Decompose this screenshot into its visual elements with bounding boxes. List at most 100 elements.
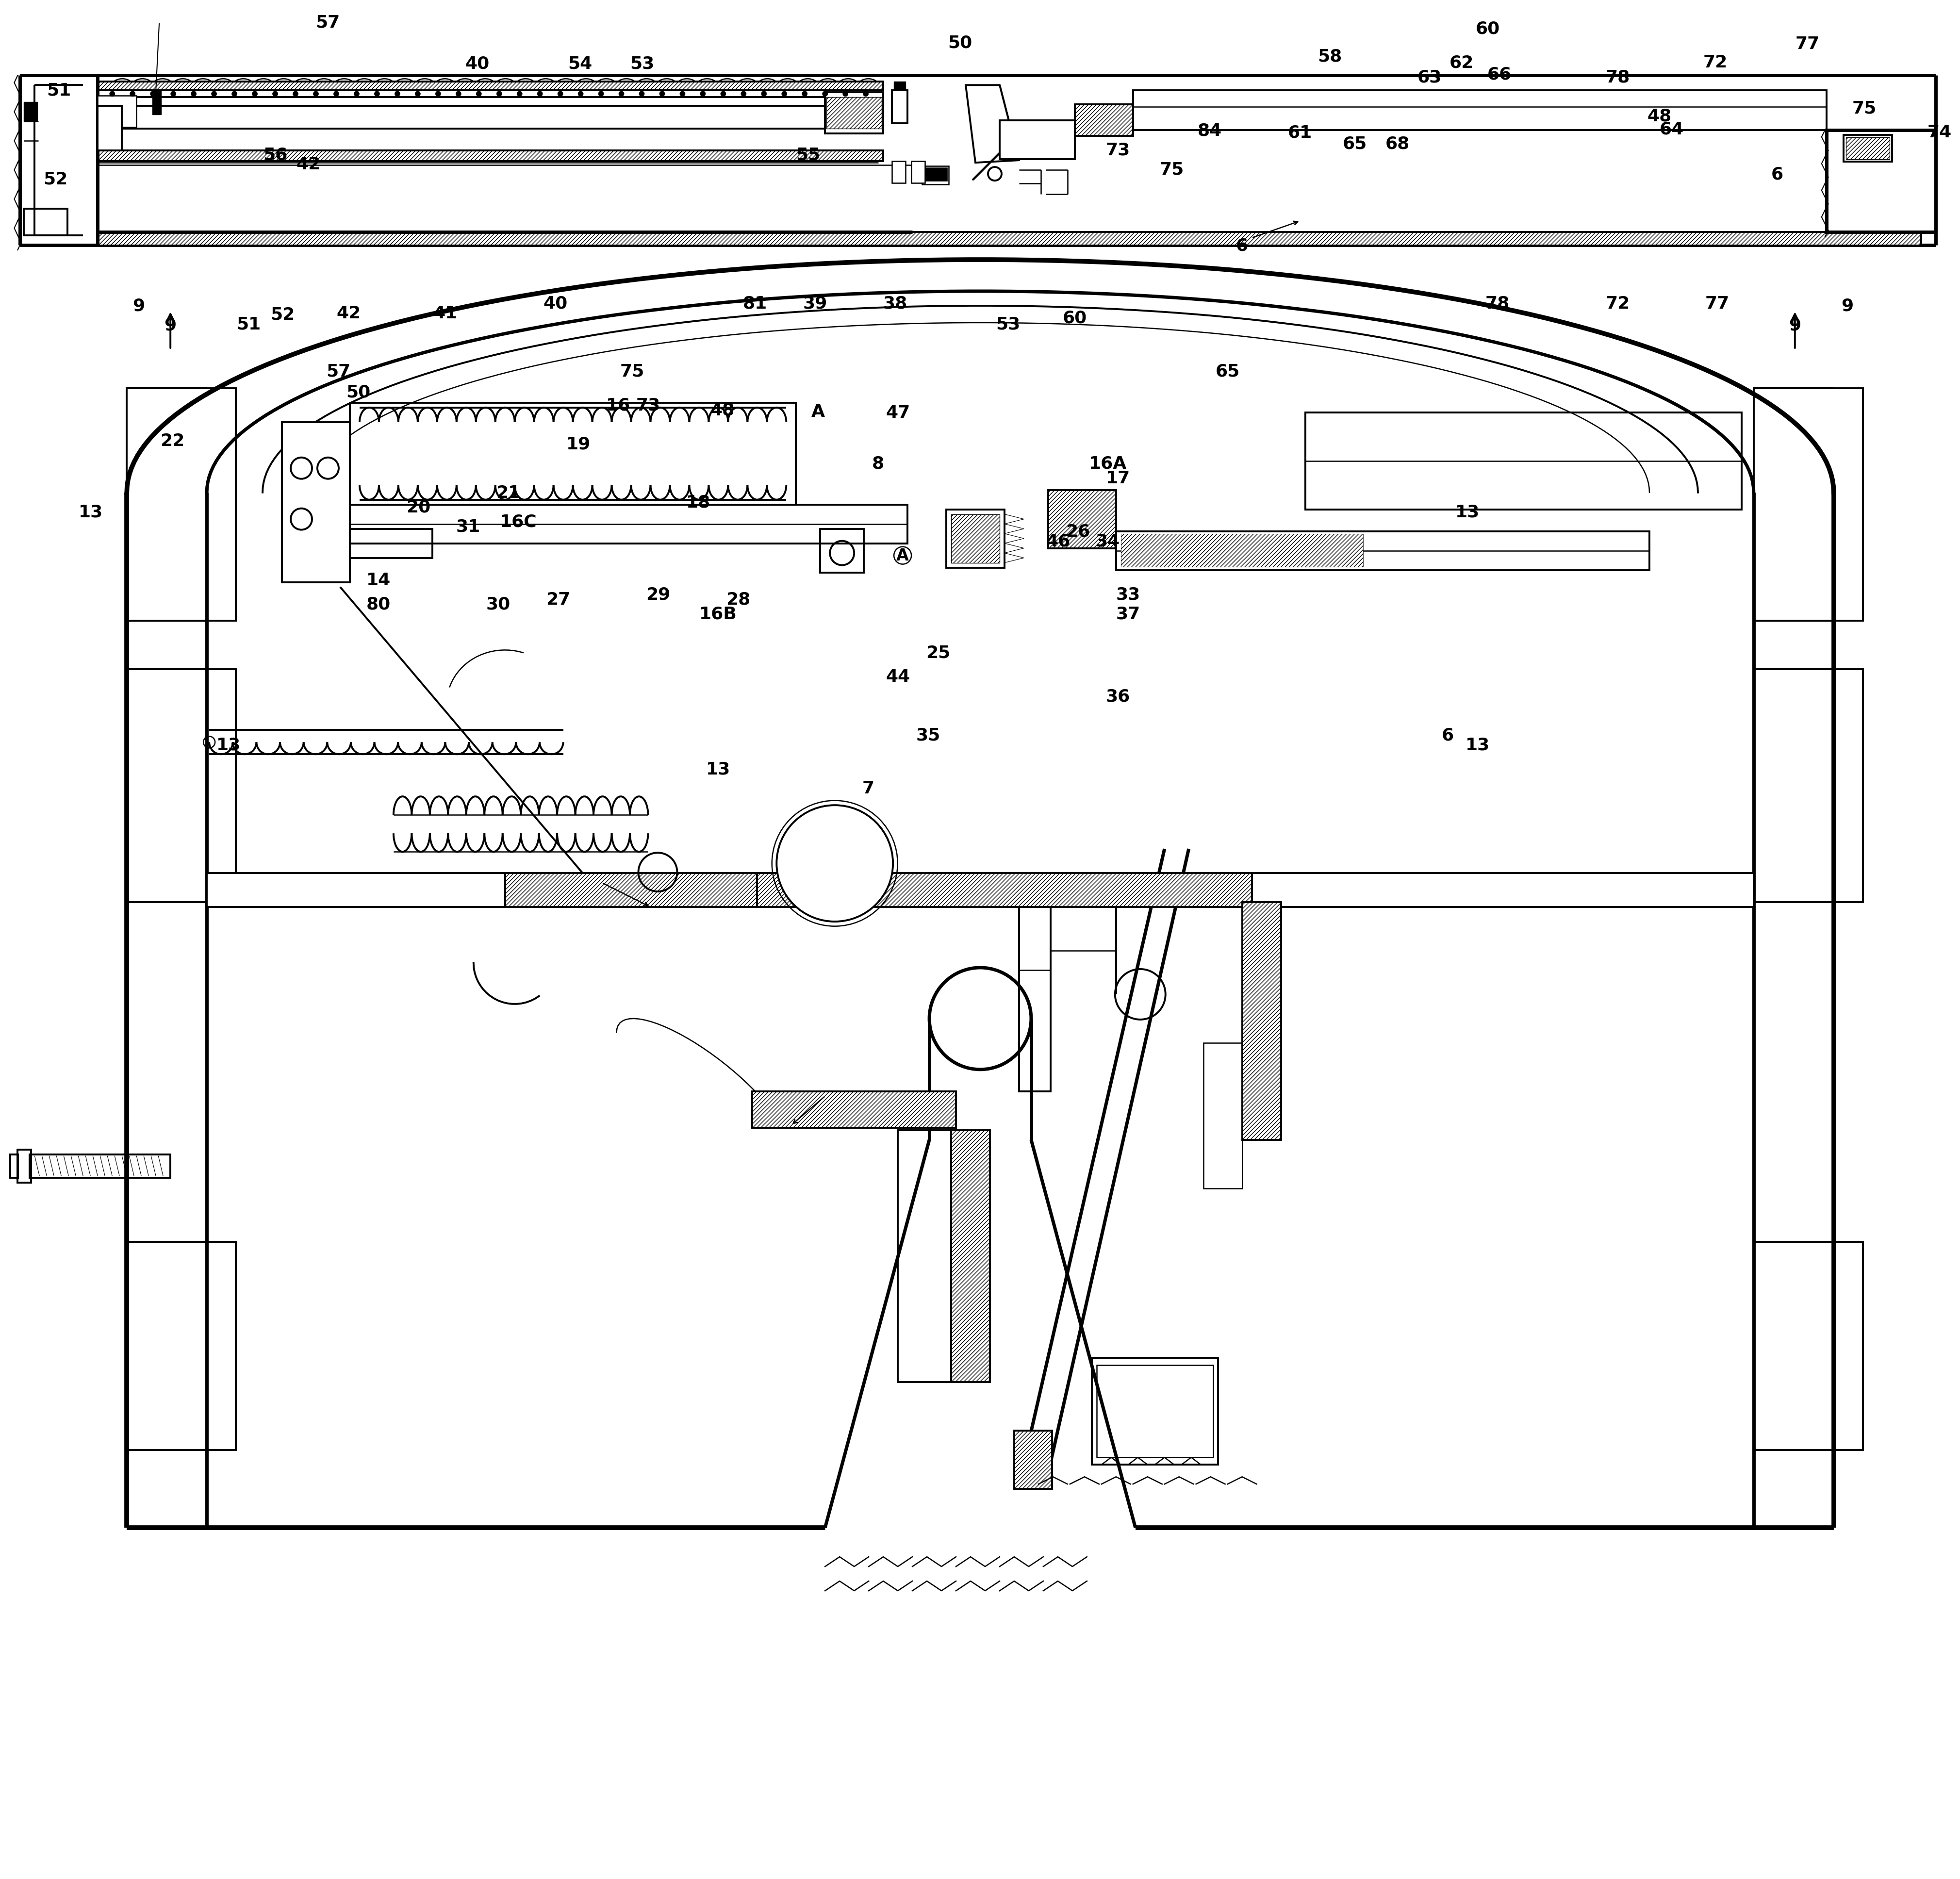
- Text: 72: 72: [1605, 295, 1629, 312]
- Text: 47: 47: [886, 404, 909, 421]
- Text: 16A: 16A: [1090, 455, 1127, 472]
- Text: 52: 52: [43, 171, 69, 188]
- Bar: [1252, 874, 1754, 908]
- Text: 74: 74: [1927, 124, 1952, 141]
- Text: 16B: 16B: [700, 605, 737, 622]
- Text: 65: 65: [1215, 363, 1241, 380]
- Circle shape: [435, 92, 441, 98]
- Text: 57: 57: [316, 15, 339, 30]
- Text: 65: 65: [1343, 135, 1366, 152]
- Bar: [24, 209, 69, 235]
- Bar: [98, 107, 122, 150]
- Text: 28: 28: [725, 592, 751, 607]
- Text: 75: 75: [619, 363, 645, 380]
- Circle shape: [862, 92, 868, 98]
- Text: 58: 58: [1317, 49, 1343, 64]
- Bar: [1827, 132, 1936, 233]
- Text: 41: 41: [433, 304, 457, 321]
- Text: 78: 78: [1486, 295, 1509, 312]
- Circle shape: [537, 92, 543, 98]
- Bar: [1243, 902, 1282, 1141]
- Bar: [98, 83, 884, 90]
- Text: 78: 78: [1605, 70, 1629, 86]
- Text: 46: 46: [1047, 534, 1070, 549]
- Bar: [208, 874, 582, 908]
- Text: 50: 50: [949, 34, 972, 51]
- Text: 19: 19: [566, 436, 590, 453]
- Text: 72: 72: [1703, 54, 1727, 71]
- Text: 77: 77: [1795, 36, 1819, 53]
- Text: 39: 39: [804, 295, 827, 312]
- Text: 51: 51: [237, 316, 261, 333]
- Text: 63: 63: [1417, 70, 1443, 86]
- Text: 9: 9: [1840, 299, 1854, 314]
- Text: 50: 50: [347, 383, 370, 400]
- Circle shape: [253, 92, 257, 98]
- Circle shape: [394, 92, 400, 98]
- Bar: [127, 1242, 235, 1451]
- Bar: [1846, 137, 1889, 160]
- Circle shape: [782, 92, 788, 98]
- Bar: [1754, 1242, 1862, 1451]
- Bar: [1844, 135, 1891, 162]
- Text: 38: 38: [882, 295, 907, 312]
- Text: 18: 18: [686, 494, 710, 511]
- Text: 48: 48: [1646, 107, 1672, 124]
- Bar: [894, 83, 906, 90]
- Bar: [827, 98, 882, 130]
- Text: 51: 51: [47, 83, 71, 98]
- Circle shape: [129, 92, 135, 98]
- Text: 14: 14: [367, 571, 390, 588]
- Text: 75: 75: [1852, 100, 1876, 116]
- Circle shape: [416, 92, 419, 98]
- Bar: [506, 874, 757, 908]
- Circle shape: [802, 92, 808, 98]
- Text: 35: 35: [915, 727, 941, 744]
- Bar: [349, 530, 433, 558]
- Text: 77: 77: [1705, 295, 1729, 312]
- Bar: [1754, 669, 1862, 902]
- Circle shape: [559, 92, 563, 98]
- Circle shape: [578, 92, 584, 98]
- Bar: [10, 1154, 18, 1178]
- Bar: [29, 1154, 171, 1178]
- Text: 40: 40: [465, 56, 490, 71]
- Text: 16C: 16C: [500, 513, 537, 530]
- Text: 6: 6: [1237, 237, 1249, 254]
- Text: 81: 81: [743, 295, 768, 312]
- Bar: [98, 233, 1921, 246]
- Circle shape: [476, 92, 482, 98]
- Text: 27: 27: [547, 592, 570, 607]
- Bar: [98, 150, 884, 162]
- Text: 13: 13: [706, 761, 731, 778]
- Polygon shape: [966, 86, 1019, 163]
- Text: 26: 26: [1066, 522, 1090, 539]
- Bar: [819, 530, 864, 573]
- Text: 9: 9: [133, 299, 145, 314]
- Bar: [1019, 908, 1051, 1092]
- Circle shape: [496, 92, 502, 98]
- Text: 13: 13: [1456, 504, 1480, 520]
- Text: 8: 8: [872, 455, 884, 472]
- Text: 80: 80: [367, 596, 390, 613]
- Circle shape: [598, 92, 604, 98]
- Text: A: A: [811, 404, 825, 421]
- Bar: [951, 1131, 990, 1383]
- Text: 29: 29: [647, 586, 670, 603]
- Circle shape: [292, 92, 298, 98]
- Bar: [1098, 1366, 1213, 1458]
- Text: 13: 13: [216, 737, 241, 753]
- Text: 25: 25: [925, 644, 951, 661]
- Text: 9: 9: [165, 318, 176, 334]
- Bar: [1074, 105, 1133, 137]
- Text: 60: 60: [1062, 310, 1088, 327]
- Bar: [24, 103, 37, 122]
- Bar: [947, 509, 1004, 567]
- Text: 30: 30: [486, 596, 510, 613]
- Bar: [898, 1131, 951, 1383]
- Text: 6: 6: [1441, 727, 1454, 744]
- Text: 31: 31: [457, 519, 480, 536]
- Bar: [153, 90, 161, 115]
- Circle shape: [776, 806, 894, 923]
- Text: 53: 53: [996, 316, 1019, 333]
